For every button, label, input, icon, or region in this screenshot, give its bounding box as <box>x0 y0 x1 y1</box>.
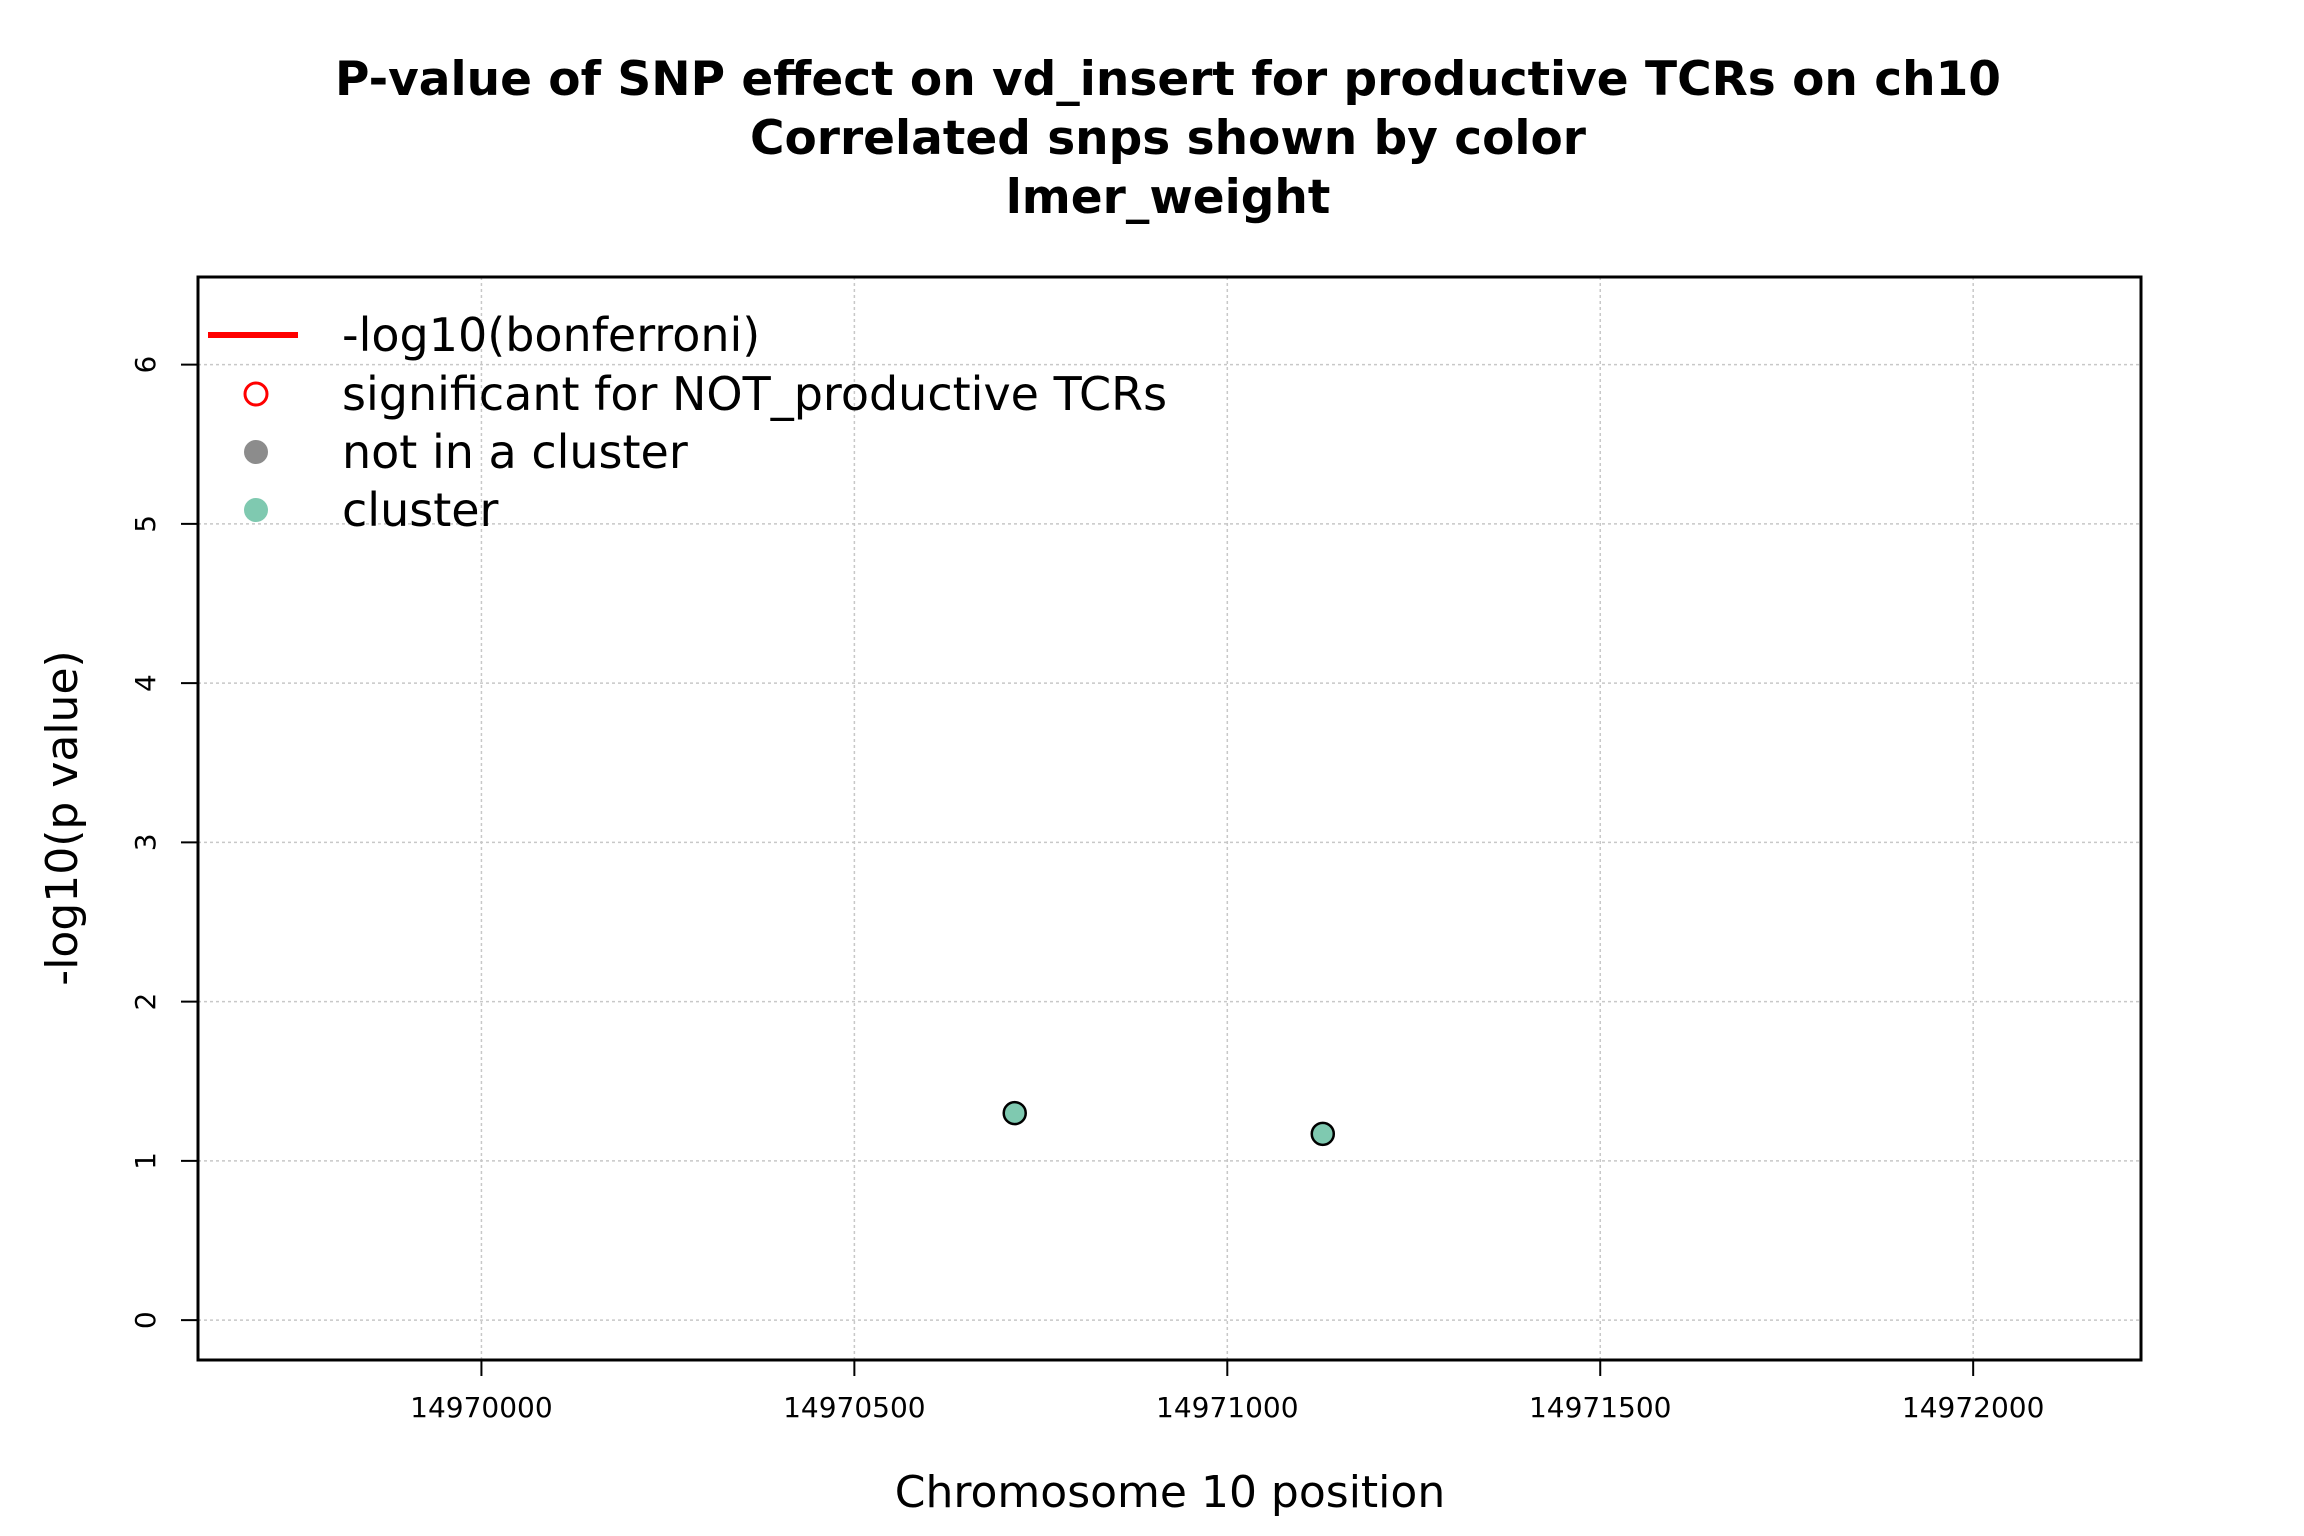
title-line-2: Correlated snps shown by color <box>750 111 1587 166</box>
legend: -log10(bonferroni) significant for NOT_p… <box>208 308 1167 537</box>
x-tick-label: 14972000 <box>1902 1391 2045 1424</box>
x-axis-ticks: 14970000 14970500 14971000 14971500 14972000 <box>410 1360 2044 1424</box>
x-tick-label: 14971500 <box>1529 1391 1672 1424</box>
y-axis-ticks: 0 1 2 3 4 5 6 <box>129 356 198 1329</box>
legend-cluster-circle-symbol <box>244 498 268 522</box>
y-tick-label: 1 <box>129 1152 162 1170</box>
x-tick-label: 14971000 <box>1156 1391 1299 1424</box>
y-tick-label: 2 <box>129 993 162 1011</box>
title-line-3: lmer_weight <box>1006 170 1331 225</box>
legend-label-bonferroni: -log10(bonferroni) <box>342 308 760 362</box>
y-tick-label: 4 <box>129 674 162 692</box>
legend-open-circle-symbol <box>243 381 269 407</box>
y-tick-label: 0 <box>129 1311 162 1329</box>
legend-label-significant: significant for NOT_productive TCRs <box>342 367 1167 421</box>
legend-label-cluster: cluster <box>342 483 499 537</box>
title-line-1: P-value of SNP effect on vd_insert for p… <box>335 52 2001 107</box>
data-point <box>1310 1121 1336 1147</box>
data-point <box>1002 1100 1027 1126</box>
plot-frame <box>196 275 2143 1362</box>
x-axis-label: Chromosome 10 position <box>895 1467 1445 1518</box>
y-tick-label: 3 <box>129 833 162 851</box>
legend-grey-circle-symbol <box>244 440 268 464</box>
x-tick-label: 14970000 <box>410 1391 553 1424</box>
y-axis-label: -log10(p value) <box>37 650 88 985</box>
y-tick-label: 5 <box>129 515 162 533</box>
legend-label-not-in-cluster: not in a cluster <box>342 425 688 479</box>
y-tick-label: 6 <box>129 356 162 374</box>
x-tick-label: 14970500 <box>783 1391 926 1424</box>
chart-title: P-value of SNP effect on vd_insert for p… <box>335 52 2001 225</box>
grid-lines <box>198 277 2141 1360</box>
data-points <box>1002 1100 1336 1147</box>
